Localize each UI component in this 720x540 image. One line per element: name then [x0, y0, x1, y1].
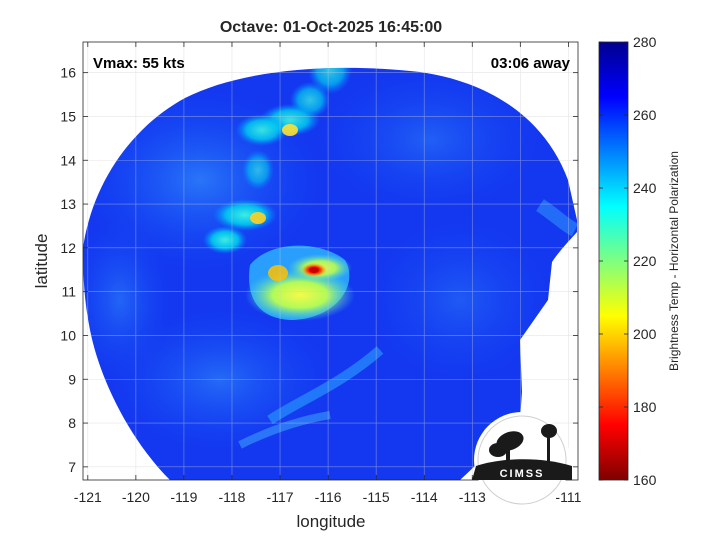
x-tick-label: -118: [218, 489, 245, 505]
y-tick-label: 10: [60, 327, 76, 343]
y-tick-label: 14: [60, 152, 76, 168]
vmax-annotation: Vmax: 55 kts: [93, 55, 185, 72]
x-tick-label: -114: [411, 489, 438, 505]
colorbar: [598, 41, 629, 481]
y-tick-label: 11: [61, 284, 76, 300]
chart-title: Octave: 01-Oct-2025 16:45:00: [220, 19, 442, 36]
x-tick-label: -121: [74, 489, 102, 505]
y-tick-label: 15: [60, 108, 76, 124]
colorbar-ticks: 160 180 200 220 240 260 280: [599, 34, 657, 488]
colorbar-tick-label: 160: [633, 472, 657, 488]
y-tick-label: 13: [60, 196, 76, 212]
x-tick-label: -111: [555, 489, 581, 505]
y-axis-ticks: 7 8 9 10 11 12 13 14 15 16: [60, 65, 578, 475]
cimss-logo: CIMSS: [472, 412, 572, 508]
y-tick-label: 8: [68, 415, 76, 431]
colorbar-tick-label: 180: [633, 399, 657, 415]
y-tick-label: 7: [68, 459, 76, 475]
x-axis-label: longitude: [296, 512, 365, 531]
swath-image: [83, 67, 577, 480]
y-tick-label: 9: [68, 371, 76, 387]
x-tick-label: -117: [267, 489, 294, 505]
plot-border: [82, 41, 579, 481]
y-tick-label: 16: [60, 65, 76, 81]
logo-text: CIMSS: [500, 468, 545, 480]
colorbar-tick-label: 260: [633, 107, 657, 123]
y-tick-label: 12: [60, 240, 76, 256]
colorbar-tick-label: 200: [633, 326, 657, 342]
grid-lines: [83, 42, 578, 480]
x-tick-label: -113: [459, 489, 486, 505]
colorbar-tick-label: 240: [633, 180, 657, 196]
x-tick-label: -120: [122, 489, 150, 505]
x-tick-label: -116: [315, 489, 342, 505]
y-axis-label: latitude: [32, 234, 51, 289]
colorbar-tick-label: 280: [633, 34, 657, 50]
x-tick-label: -119: [170, 489, 197, 505]
colorbar-tick-label: 220: [633, 253, 657, 269]
time-away-annotation: 03:06 away: [491, 55, 571, 72]
colorbar-label: Brightness Temp - Horizontal Polarizatio…: [667, 151, 681, 371]
x-tick-label: -115: [363, 489, 390, 505]
